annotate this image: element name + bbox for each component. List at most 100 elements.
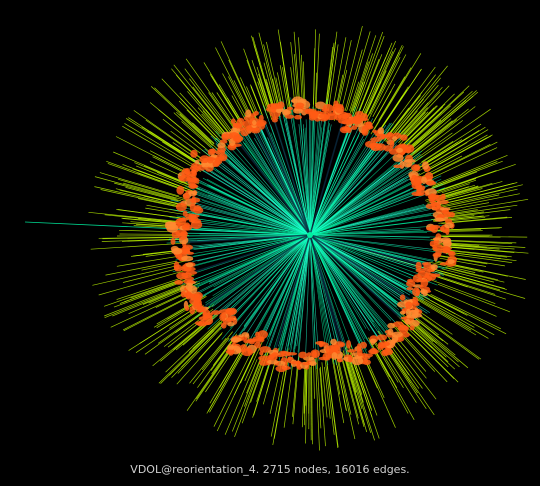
outer-edge (439, 182, 493, 199)
hub-edge (303, 124, 311, 236)
graph-node (181, 168, 190, 178)
outer-edge (308, 354, 310, 430)
graph-node (171, 230, 181, 239)
hub-edge (199, 233, 311, 236)
outer-edge (441, 185, 479, 198)
outer-edge (104, 281, 191, 317)
outer-edge (430, 141, 498, 176)
graph-node (369, 338, 377, 344)
dark-edge (197, 234, 311, 313)
graph-node (430, 225, 438, 233)
outer-edge (158, 319, 225, 384)
outer-edge (414, 295, 489, 339)
outer-edge (316, 357, 322, 429)
graph-node (294, 105, 304, 109)
graph-node (348, 355, 353, 363)
outer-edge (150, 86, 212, 143)
hub-edge (309, 105, 320, 236)
outer-edge (348, 358, 364, 403)
outer-edge (421, 141, 454, 163)
outer-edge (201, 331, 233, 371)
graph-node (350, 125, 358, 130)
graph-node (423, 262, 432, 271)
graph-node (428, 268, 433, 273)
outer-edge (330, 352, 345, 424)
outer-edge (114, 182, 182, 202)
outer-edge (324, 366, 331, 419)
hub-edge (309, 234, 390, 337)
outer-edge (113, 281, 184, 308)
graph-node (181, 255, 194, 262)
graph-node (238, 334, 244, 338)
outer-edge (165, 317, 224, 373)
outer-edge (231, 95, 246, 121)
graph-node (275, 365, 287, 373)
graph-node (385, 132, 395, 141)
graph-node (312, 350, 317, 358)
outer-edge (412, 91, 479, 149)
hub-edge (309, 234, 406, 289)
outer-edge (133, 110, 202, 159)
outer-edge (303, 361, 307, 426)
node-cluster (274, 350, 302, 373)
hub-edge (309, 234, 354, 352)
graph-node (439, 226, 445, 232)
outer-edge (433, 171, 472, 187)
outer-edge (434, 242, 480, 247)
graph-node (401, 149, 411, 153)
graph-node (194, 159, 200, 165)
graph-node (445, 218, 453, 225)
hub-edge (309, 234, 413, 310)
outer-edge (360, 57, 387, 117)
graph-node (180, 291, 187, 298)
graph-node (376, 334, 387, 341)
node-cluster (219, 307, 238, 329)
hub-edge (309, 234, 452, 255)
graph-node (334, 105, 345, 114)
outer-edge (431, 147, 498, 179)
outer-edge (346, 31, 371, 112)
graph-node (247, 338, 256, 343)
hub-edge (189, 234, 311, 290)
hub-edge (262, 234, 311, 333)
graph-node (184, 305, 190, 311)
hub-edge (309, 131, 379, 236)
outer-edge (359, 51, 394, 125)
outer-edge (445, 253, 513, 264)
outer-edge (195, 345, 235, 402)
graph-node (240, 127, 250, 137)
hub-edge (175, 210, 311, 236)
hub-edge (309, 234, 362, 343)
outer-edge (321, 362, 328, 418)
graph-node (327, 112, 336, 116)
graph-node (279, 350, 288, 354)
hub-edge (309, 234, 430, 238)
hub-edge (205, 155, 311, 236)
node-cluster (170, 239, 194, 262)
graph-node (364, 353, 373, 358)
graph-node (447, 259, 455, 265)
hub-edge (191, 198, 311, 236)
hub-edge (309, 160, 403, 236)
outer-edge (396, 103, 446, 152)
outer-edge (357, 40, 397, 126)
graph-node (318, 341, 324, 348)
graph-node (308, 111, 319, 120)
outer-edge (192, 86, 231, 136)
outer-edge (179, 92, 222, 139)
outer-edge (416, 312, 482, 360)
outer-edge (386, 345, 435, 416)
outer-edge (409, 318, 469, 369)
hub-edge (309, 129, 377, 236)
outer-edge (378, 95, 403, 133)
dark-edge (309, 234, 348, 358)
graph-node (187, 180, 196, 185)
hub-edge (197, 225, 311, 236)
hub-edge (209, 234, 311, 322)
hub-edge (309, 131, 361, 236)
outer-edge (429, 261, 476, 273)
outer-edge (104, 214, 181, 223)
outer-edge (170, 130, 201, 154)
graph-node (419, 284, 424, 290)
